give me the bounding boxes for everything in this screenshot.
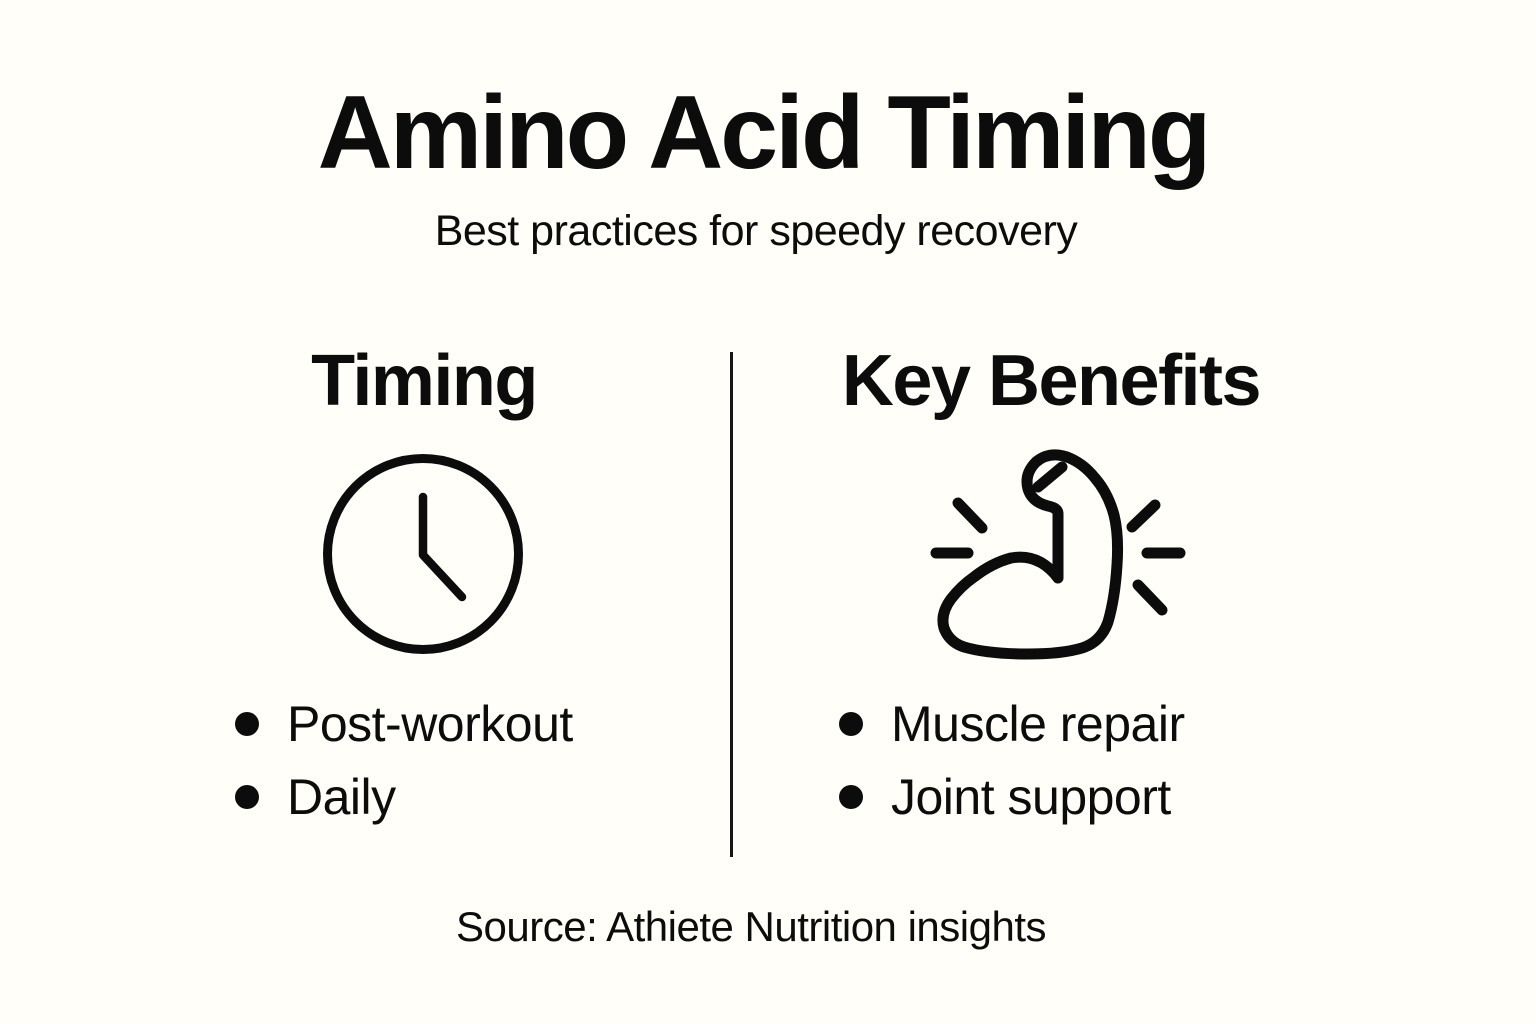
clock-icon: [322, 453, 525, 656]
bullet-dot: [839, 784, 863, 809]
timing-list: Post-workout Daily: [235, 687, 573, 833]
source-attribution: Source: Athiete Nutrition insights: [456, 903, 1047, 950]
page-subtitle: Best practices for speedy recovery: [434, 207, 1078, 255]
bullet-dot: [839, 711, 863, 736]
column-divider: [730, 352, 733, 857]
timing-column-header: Timing: [311, 341, 538, 421]
page-title: Amino Acid Timing: [317, 75, 1212, 191]
list-item: Joint support: [839, 760, 1185, 833]
list-item: Daily: [235, 760, 573, 833]
list-item-label: Joint support: [891, 768, 1171, 825]
benefits-column-header: Key Benefits: [841, 341, 1262, 421]
list-item: Post-workout: [235, 687, 573, 760]
bullet-dot: [235, 784, 259, 809]
list-item-label: Post-workout: [287, 695, 573, 752]
flexed-bicep-icon: [925, 445, 1195, 670]
list-item-label: Daily: [287, 768, 396, 825]
bullet-dot: [235, 711, 259, 736]
list-item-label: Muscle repair: [891, 695, 1185, 752]
list-item: Muscle repair: [839, 687, 1185, 760]
benefits-list: Muscle repair Joint support: [839, 687, 1185, 833]
